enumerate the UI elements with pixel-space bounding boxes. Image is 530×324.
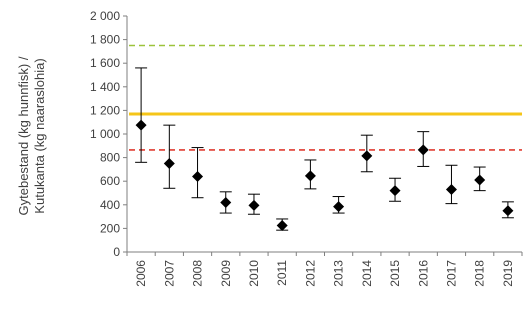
x-tick-label: 2011 [275, 260, 289, 286]
data-point [276, 219, 288, 231]
data-point [417, 144, 429, 156]
x-tick-label: 2008 [191, 260, 205, 287]
y-tick-label: 1 000 [90, 127, 120, 141]
y-tick-labels: 0 200 400 600 800 1 000 1 200 1 400 1 600 1 800 2 … [90, 9, 120, 259]
data-point [163, 158, 175, 169]
x-tick-label: 2012 [303, 260, 317, 287]
x-tick-label: 2014 [360, 260, 374, 287]
y-tick-label: 800 [100, 151, 120, 165]
x-tick-label: 2007 [162, 260, 176, 287]
y-tick-label: 1 200 [90, 103, 120, 117]
x-tick-label: 2009 [219, 260, 233, 287]
y-tick-label: 2 000 [90, 9, 120, 23]
data-point [474, 174, 486, 186]
reference-lines [129, 44, 522, 151]
x-tick-label: 2013 [332, 260, 346, 287]
y-tick-label: 200 [100, 221, 120, 235]
data-point [304, 170, 316, 182]
y-axis-title-line1: Gytebestand (kg hunnfisk) / [16, 56, 31, 215]
y-tick-label: 1 400 [90, 80, 120, 94]
data-point [502, 205, 514, 217]
axes [123, 15, 523, 256]
data-point [333, 201, 345, 213]
y-tick-label: 600 [100, 174, 120, 188]
x-tick-labels: 2006 2007 2008 2009 2010 2011 2012 2013 2014 2015… [134, 260, 515, 287]
x-tick-label: 2016 [416, 260, 430, 287]
error-bars [135, 67, 514, 231]
data-point [248, 199, 260, 211]
data-points [135, 119, 514, 231]
x-tick-label: 2006 [134, 260, 148, 287]
data-point [389, 185, 401, 197]
y-axis-title: Gytebestand (kg hunnfisk) / Kutukanta (k… [16, 56, 47, 215]
data-point [445, 183, 457, 195]
data-point [361, 150, 373, 162]
x-tick-label: 2010 [247, 260, 261, 287]
data-point [135, 119, 147, 131]
data-point [220, 196, 232, 208]
y-tick-label: 1 800 [90, 33, 120, 47]
data-point [192, 170, 204, 182]
y-tick-label: 0 [113, 245, 120, 259]
x-tick-label: 2015 [388, 260, 402, 287]
x-tick-label: 2019 [501, 260, 515, 287]
y-tick-label: 1 600 [90, 56, 120, 70]
y-tick-label: 400 [100, 198, 120, 212]
x-tick-label: 2018 [473, 260, 487, 287]
x-tick-label: 2017 [444, 260, 458, 287]
y-axis-title-line2: Kutukanta (kg naaraslohia) [32, 58, 47, 213]
